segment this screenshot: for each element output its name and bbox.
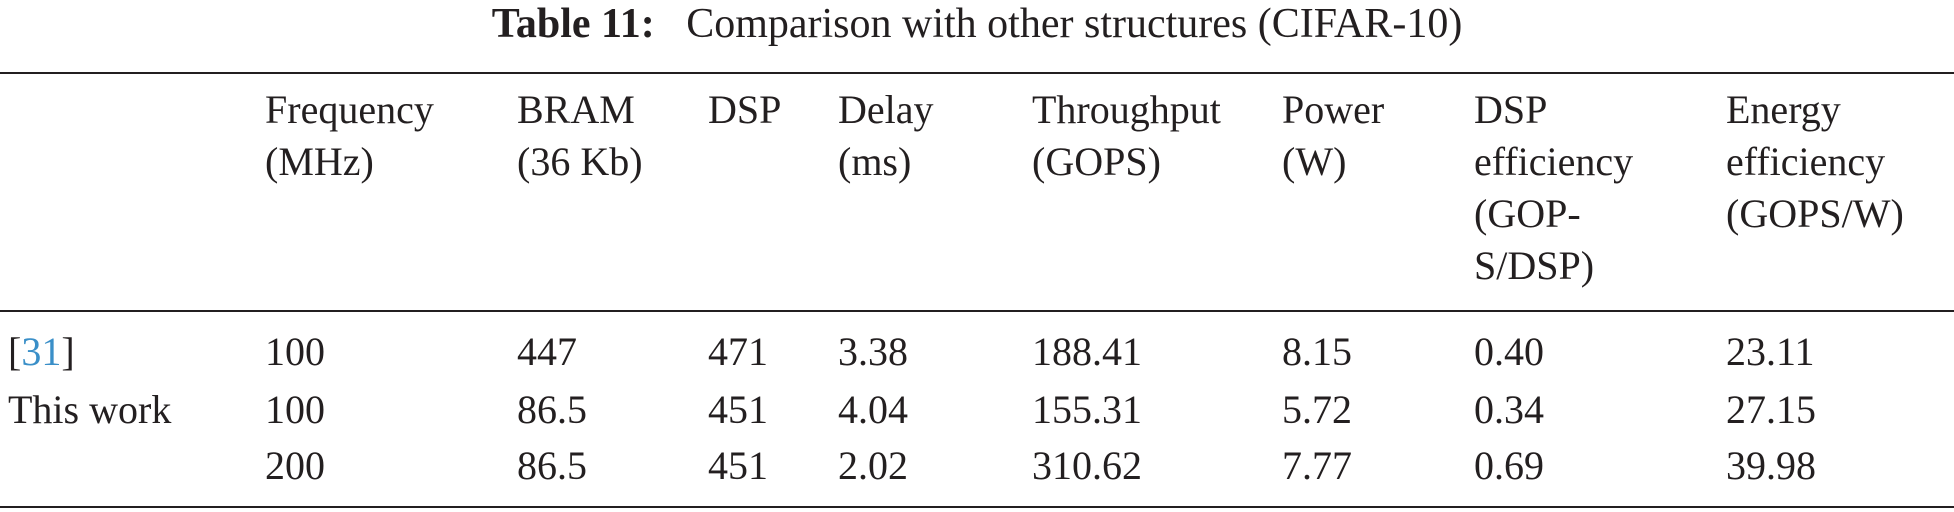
header-dsp-efficiency-line: S/DSP) <box>1474 243 1595 288</box>
cell-dsp: 471 <box>708 329 768 374</box>
header-delay-line: Delay <box>838 87 934 132</box>
cell-bram: 447 <box>517 329 577 374</box>
row-label: [31] <box>8 326 75 378</box>
table-bottom-rule <box>0 506 1954 508</box>
caption-spacer <box>665 1 676 47</box>
header-dsp-efficiency-line: DSP <box>1474 87 1548 132</box>
cell-throughput: 188.41 <box>1032 329 1142 374</box>
header-power-line: (W) <box>1282 139 1347 184</box>
header-throughput-line: (GOPS) <box>1032 139 1161 184</box>
header-throughput-line: Throughput <box>1032 87 1221 132</box>
header-throughput: Throughput (GOPS) <box>1032 84 1221 188</box>
header-dsp-efficiency: DSP efficiency (GOP- S/DSP) <box>1474 84 1633 292</box>
row-label-text: [ <box>8 329 22 374</box>
cell-dsp-efficiency: 0.69 <box>1474 443 1544 488</box>
header-frequency: Frequency (MHz) <box>265 84 434 188</box>
cell-frequency: 200 <box>265 443 325 488</box>
header-energy-efficiency-line: efficiency <box>1726 139 1886 184</box>
cell-dsp: 451 <box>708 443 768 488</box>
header-frequency-line: (MHz) <box>265 139 374 184</box>
cell-frequency: 100 <box>265 387 325 432</box>
table-number: Table 11: <box>491 1 655 47</box>
table-header-rule <box>0 310 1954 312</box>
cell-delay: 2.02 <box>838 443 908 488</box>
cell-energy-efficiency: 27.15 <box>1726 387 1816 432</box>
cell-throughput: 310.62 <box>1032 443 1142 488</box>
header-energy-efficiency-line: Energy <box>1726 87 1841 132</box>
cell-delay: 3.38 <box>838 329 908 374</box>
header-dsp-efficiency-line: (GOP- <box>1474 191 1581 236</box>
citation-link[interactable]: 31 <box>21 329 62 374</box>
header-dsp-efficiency-line: efficiency <box>1474 139 1634 184</box>
header-bram-line: (36 Kb) <box>517 139 643 184</box>
row-label: This work <box>8 384 171 436</box>
header-bram: BRAM (36 Kb) <box>517 84 643 188</box>
header-delay: Delay (ms) <box>838 84 934 188</box>
table-caption: Table 11: Comparison with other structur… <box>0 0 1954 56</box>
cell-bram: 86.5 <box>517 443 587 488</box>
cell-frequency: 100 <box>265 329 325 374</box>
cell-power: 8.15 <box>1282 329 1352 374</box>
cell-bram: 86.5 <box>517 387 587 432</box>
header-energy-efficiency: Energy efficiency (GOPS/W) <box>1726 84 1904 240</box>
header-energy-efficiency-line: (GOPS/W) <box>1726 191 1904 236</box>
caption-text: Comparison with other structures (CIFAR-… <box>686 1 1463 47</box>
header-frequency-line: Frequency <box>265 87 434 132</box>
cell-energy-efficiency: 39.98 <box>1726 443 1816 488</box>
cell-dsp-efficiency: 0.40 <box>1474 329 1544 374</box>
header-delay-line: (ms) <box>838 139 912 184</box>
cell-energy-efficiency: 23.11 <box>1726 329 1815 374</box>
table-top-rule <box>0 72 1954 74</box>
header-dsp: DSP <box>708 84 781 136</box>
cell-dsp-efficiency: 0.34 <box>1474 387 1544 432</box>
header-power: Power (W) <box>1282 84 1384 188</box>
cell-dsp: 451 <box>708 387 768 432</box>
cell-throughput: 155.31 <box>1032 387 1142 432</box>
cell-power: 5.72 <box>1282 387 1352 432</box>
header-bram-line: BRAM <box>517 87 635 132</box>
cell-power: 7.77 <box>1282 443 1352 488</box>
header-dsp-line: DSP <box>708 87 782 132</box>
header-power-line: Power <box>1282 87 1385 132</box>
row-label-text: This work <box>8 387 172 432</box>
row-label-text: ] <box>61 329 75 374</box>
cell-delay: 4.04 <box>838 387 908 432</box>
